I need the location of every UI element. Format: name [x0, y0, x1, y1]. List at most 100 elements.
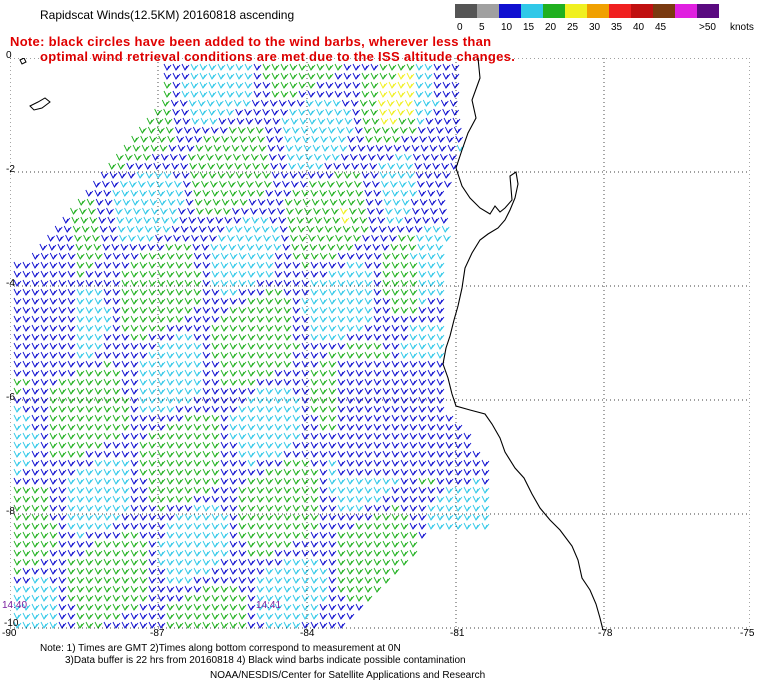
wind-barb — [346, 333, 355, 341]
wind-barb — [149, 198, 158, 206]
wind-barb — [265, 576, 274, 584]
wind-barb — [355, 459, 364, 467]
wind-barb — [283, 486, 292, 494]
wind-barb — [254, 234, 262, 242]
wind-barb — [113, 198, 122, 206]
wind-barb — [130, 360, 139, 368]
wind-barb — [397, 171, 406, 179]
wind-barb — [394, 153, 403, 161]
wind-barb — [481, 459, 490, 467]
wind-barb — [220, 531, 229, 539]
wind-barb — [139, 450, 148, 458]
wind-barb — [40, 567, 49, 575]
wind-barb — [238, 621, 247, 629]
wind-barb — [265, 297, 274, 305]
wind-barb — [31, 558, 40, 566]
wind-barb — [85, 468, 94, 476]
wind-barb — [67, 351, 76, 359]
wind-barb — [328, 531, 337, 539]
wind-barb — [436, 315, 445, 323]
wind-barb — [341, 216, 350, 224]
wind-barb — [47, 234, 55, 242]
wind-barb — [203, 135, 212, 143]
wind-barb — [40, 378, 49, 386]
wind-barb — [427, 450, 436, 458]
wind-barb — [193, 594, 202, 602]
wind-barb — [166, 261, 175, 269]
wind-barb — [49, 468, 58, 476]
wind-barb — [219, 243, 228, 251]
wind-barb — [427, 396, 436, 404]
wind-barb — [301, 396, 310, 404]
wind-barb — [472, 504, 481, 512]
wind-barb — [346, 495, 355, 503]
wind-barb — [431, 99, 440, 107]
wind-barb — [13, 432, 22, 440]
wind-barb — [319, 369, 328, 377]
wind-barb — [220, 333, 229, 341]
wind-barb — [67, 594, 76, 602]
wind-barb — [157, 576, 166, 584]
wind-barb — [346, 594, 355, 602]
wind-barb — [103, 387, 112, 395]
wind-barb — [306, 162, 315, 170]
wind-barb — [409, 297, 418, 305]
wind-barb — [409, 378, 418, 386]
wind-barb — [247, 513, 256, 521]
wind-barb — [445, 459, 454, 467]
wind-barb — [148, 540, 157, 548]
wind-barb — [240, 144, 249, 152]
wind-barb — [382, 288, 391, 296]
wind-barb — [49, 261, 58, 269]
wind-barb — [103, 513, 112, 521]
wind-barb — [247, 504, 256, 512]
wind-barb — [193, 189, 202, 197]
wind-barb — [22, 522, 31, 530]
wind-barb — [85, 621, 94, 629]
wind-barb — [265, 450, 274, 458]
wind-barb — [193, 612, 202, 620]
wind-barb — [247, 603, 256, 611]
wind-barb — [355, 549, 364, 557]
wind-barb — [121, 405, 130, 413]
wind-barb — [202, 477, 211, 485]
wind-barb — [319, 342, 328, 350]
wind-barb — [420, 144, 429, 152]
wind-barb — [393, 144, 402, 152]
wind-barb — [229, 360, 238, 368]
wind-barb — [364, 315, 373, 323]
wind-barb — [406, 90, 415, 98]
wind-barb — [325, 171, 334, 179]
wind-barb — [370, 72, 379, 80]
wind-barb — [350, 216, 359, 224]
wind-barb — [13, 594, 22, 602]
wind-barb — [390, 126, 399, 134]
wind-barb — [328, 459, 337, 467]
wind-barb — [388, 63, 397, 71]
wind-barb — [202, 351, 211, 359]
wind-barb — [238, 306, 247, 314]
wind-barb — [373, 540, 382, 548]
lat-label-0: 0 — [6, 50, 12, 61]
wind-barb — [292, 387, 301, 395]
wind-barb — [157, 360, 166, 368]
wind-barb — [440, 99, 449, 107]
wind-barb — [436, 405, 445, 413]
wind-barb — [344, 234, 352, 242]
wind-barb — [13, 324, 22, 332]
wind-barb — [154, 171, 163, 179]
wind-barb — [121, 414, 130, 422]
wind-barb — [220, 261, 229, 269]
wind-barb — [313, 207, 321, 215]
wind-barb — [320, 135, 329, 143]
wind-barb — [151, 207, 159, 215]
wind-barb — [327, 180, 335, 188]
wind-barb — [454, 513, 463, 521]
wind-barb — [283, 612, 292, 620]
wind-barb — [265, 288, 274, 296]
wind-barb — [130, 189, 139, 197]
wind-barb — [481, 468, 490, 476]
wind-barb — [252, 225, 261, 233]
wind-barb — [310, 324, 319, 332]
wind-barb — [229, 522, 238, 530]
